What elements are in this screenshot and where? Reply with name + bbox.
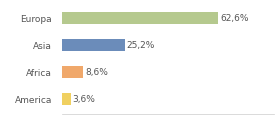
Bar bbox=[62, 66, 83, 78]
Text: 8,6%: 8,6% bbox=[85, 68, 108, 77]
Text: 62,6%: 62,6% bbox=[220, 14, 249, 23]
Bar bbox=[62, 93, 71, 105]
Bar bbox=[62, 12, 218, 24]
Text: 3,6%: 3,6% bbox=[73, 95, 95, 104]
Bar bbox=[62, 39, 125, 51]
Text: 25,2%: 25,2% bbox=[127, 41, 155, 50]
